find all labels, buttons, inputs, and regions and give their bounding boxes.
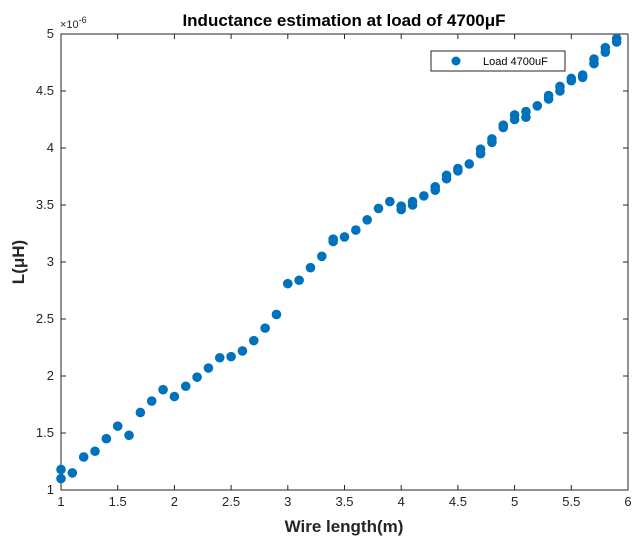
data-point	[532, 101, 543, 111]
data-point	[203, 363, 214, 373]
data-point	[328, 234, 338, 244]
data-point	[396, 201, 407, 211]
data-point	[600, 42, 611, 53]
data-point	[419, 191, 429, 201]
y-tick-label: 4.5	[36, 83, 54, 98]
data-point	[248, 335, 259, 346]
data-point	[543, 90, 554, 101]
data-point	[453, 163, 463, 174]
data-point	[158, 384, 168, 395]
data-point	[498, 120, 509, 130]
data-point	[90, 446, 100, 457]
y-tick-label: 1	[47, 482, 54, 497]
data-point	[611, 33, 622, 44]
data-point	[555, 81, 565, 92]
data-point	[124, 430, 134, 441]
data-point	[385, 196, 395, 207]
data-point	[180, 381, 191, 392]
data-point	[237, 346, 248, 356]
data-point	[373, 203, 384, 214]
legend-marker	[451, 56, 461, 66]
x-tick-label: 6	[624, 494, 631, 509]
x-tick-label: 5	[511, 494, 518, 509]
x-tick-label: 3.5	[335, 494, 353, 509]
y-axis: 1 1.5 2 2.5 3 3.5 4 4.5 5	[36, 26, 628, 497]
data-point	[214, 352, 225, 363]
data-point	[521, 106, 531, 117]
y-tick-label: 2.5	[36, 311, 54, 326]
x-tick-label: 3	[284, 494, 291, 509]
data-point	[192, 372, 202, 382]
data-point	[305, 262, 316, 273]
data-point	[260, 323, 270, 333]
x-tick-label: 5.5	[562, 494, 580, 509]
data-point	[294, 275, 304, 286]
data-point	[56, 464, 66, 475]
x-axis: 1 1.5 2 2.5 3 3.5 4 4.5 5 5.5 6	[57, 34, 632, 509]
data-point	[362, 215, 372, 225]
data-point	[101, 433, 112, 444]
data-point	[441, 170, 452, 181]
data-point	[339, 232, 350, 242]
y-axis-label: L(μH)	[9, 240, 28, 284]
y-exponent-label: ×10-6	[60, 15, 87, 31]
legend: Load 4700uF	[430, 50, 566, 72]
data-point	[56, 473, 66, 484]
data-point	[475, 144, 486, 154]
y-tick-label: 5	[47, 26, 54, 41]
data-point	[78, 452, 89, 462]
data-point	[464, 159, 475, 169]
data-point	[283, 278, 293, 289]
data-point	[509, 110, 520, 120]
x-tick-label: 2	[171, 494, 178, 509]
data-point	[135, 407, 146, 418]
data-point	[566, 73, 577, 84]
x-tick-label: 4	[398, 494, 405, 509]
data-point	[430, 181, 441, 192]
plot-area	[60, 33, 629, 491]
data-point	[351, 225, 361, 235]
legend-label: Load 4700uF	[483, 56, 548, 68]
y-tick-label: 1.5	[36, 425, 54, 440]
data-point	[487, 134, 497, 144]
x-tick-label: 1	[57, 494, 64, 509]
data-point	[271, 309, 282, 320]
data-points	[56, 33, 622, 484]
legend-box	[430, 50, 566, 72]
y-tick-label: 4	[47, 140, 54, 155]
chart-title: Inductance estimation at load of 4700μF	[182, 11, 505, 30]
y-tick-label: 3.5	[36, 197, 54, 212]
data-point	[146, 396, 157, 406]
x-tick-label: 2.5	[222, 494, 240, 509]
data-point	[407, 196, 418, 207]
data-point	[112, 421, 123, 431]
data-point	[317, 251, 327, 262]
x-tick-label: 1.5	[109, 494, 127, 509]
data-point	[589, 54, 599, 64]
y-tick-label: 2	[47, 368, 54, 383]
x-tick-label: 4.5	[449, 494, 467, 509]
data-point	[169, 391, 180, 402]
data-point	[577, 70, 588, 80]
data-point	[67, 468, 78, 478]
y-tick-label: 3	[47, 254, 54, 269]
data-point	[226, 351, 236, 362]
x-axis-label: Wire length(m)	[285, 517, 404, 536]
